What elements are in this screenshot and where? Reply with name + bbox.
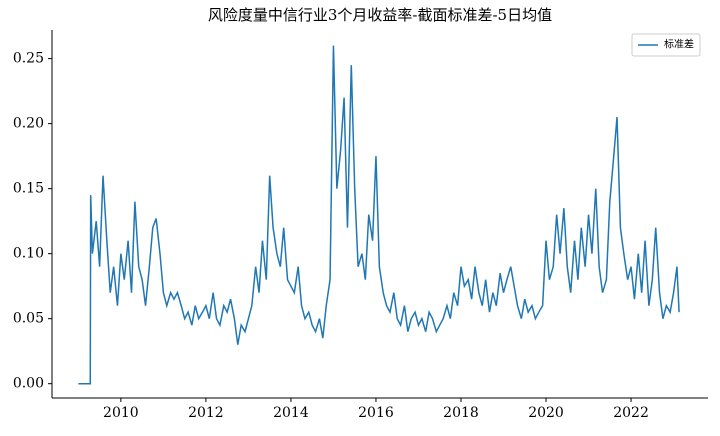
y-tick-label: 0.00	[13, 376, 44, 392]
chart-title: 风险度量中信行业3个月收益率-截面标准差-5日均值	[208, 6, 552, 24]
x-tick-label: 2010	[103, 405, 139, 421]
y-tick-label: 0.25	[13, 51, 44, 67]
x-tick-label: 2016	[358, 405, 394, 421]
x-tick-label: 2012	[188, 405, 224, 421]
legend-box	[631, 33, 701, 57]
y-tick-label: 0.15	[13, 181, 44, 197]
x-tick-label: 2020	[528, 405, 564, 421]
data-line	[78, 45, 680, 385]
y-tick-label: 0.05	[13, 311, 44, 327]
y-tick-label: 0.10	[13, 246, 44, 262]
y-tick-label: 0.20	[13, 116, 44, 132]
x-tick-label: 2014	[273, 405, 309, 421]
x-tick-label: 2018	[443, 405, 479, 421]
x-tick-label: 2022	[613, 405, 649, 421]
legend-label: 标准差	[664, 38, 694, 51]
